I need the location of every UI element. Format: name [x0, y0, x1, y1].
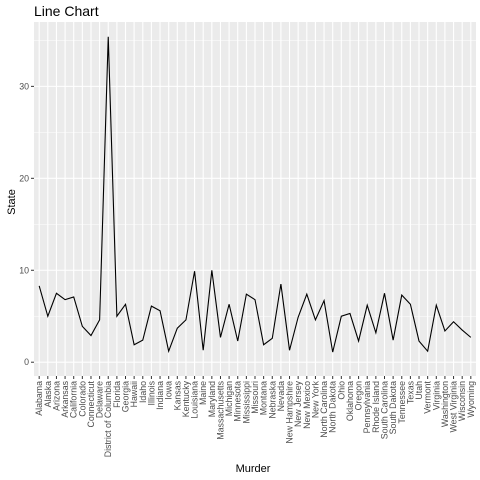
- x-tick-label: Oklahoma: [345, 381, 355, 421]
- x-tick-label: Minnesota: [233, 381, 243, 422]
- x-tick-label: New Mexico: [302, 381, 312, 429]
- x-axis: AlabamaAlaskaArizonaArkansasCaliforniaCo…: [34, 376, 476, 457]
- x-tick-label: Nevada: [276, 381, 286, 411]
- x-tick-label: Kentucky: [181, 380, 191, 417]
- series-lines: [38, 36, 472, 354]
- x-tick-label: Massachusetts: [215, 380, 225, 439]
- x-tick-label: Michigan: [224, 381, 234, 416]
- x-tick-label: Montana: [259, 381, 269, 415]
- x-tick-label: Virginia: [431, 381, 441, 410]
- x-tick-label: Colorado: [77, 381, 87, 417]
- x-tick-label: Alabama: [34, 381, 44, 416]
- x-tick-label: Utah: [414, 381, 424, 400]
- x-tick-label: California: [69, 381, 79, 418]
- x-tick-label: Pennsylvania: [362, 381, 372, 433]
- x-tick-label: Idaho: [138, 381, 148, 403]
- x-tick-label: Washington: [440, 381, 450, 427]
- x-tick-label: South Carolina: [379, 381, 389, 439]
- x-tick-label: Indiana: [155, 381, 165, 410]
- x-tick-label: Wisconsin: [457, 381, 467, 421]
- x-tick-label: Oregon: [354, 381, 364, 410]
- x-tick-label: Tennessee: [397, 381, 407, 424]
- x-tick-label: Nebraska: [267, 381, 277, 419]
- y-axis-title: State: [6, 189, 18, 215]
- chart-title: Line Chart: [34, 3, 99, 19]
- x-tick-label: District of Columbia: [103, 381, 113, 457]
- x-tick-label: Louisiana: [190, 381, 200, 419]
- x-tick-label: Delaware: [95, 381, 105, 418]
- x-tick-label: Maine: [198, 381, 208, 405]
- x-tick-label: Vermont: [423, 380, 433, 413]
- x-tick-label: New Jersey: [293, 380, 303, 427]
- y-tick-label: 0: [24, 357, 29, 367]
- x-tick-label: Georgia: [121, 381, 131, 412]
- x-tick-label: Iowa: [164, 381, 174, 400]
- x-tick-label: Mississippi: [241, 381, 251, 424]
- x-tick-label: Arizona: [51, 381, 61, 411]
- y-tick-label: 20: [19, 173, 29, 183]
- x-tick-label: North Dakota: [328, 381, 338, 433]
- x-tick-label: Maryland: [207, 381, 217, 417]
- x-tick-label: New York: [310, 380, 320, 418]
- x-tick-label: Texas: [405, 380, 415, 404]
- x-tick-label: South Dakota: [388, 381, 398, 434]
- x-tick-label: Missouri: [250, 381, 260, 414]
- series-line: [38, 36, 472, 354]
- x-tick-label: New Hampshire: [285, 381, 295, 444]
- x-tick-label: West Virginia: [449, 381, 459, 433]
- x-tick-label: Alaska: [43, 381, 53, 408]
- x-tick-label: Florida: [112, 381, 122, 408]
- x-tick-label: Ohio: [336, 381, 346, 400]
- x-tick-label: Wyoming: [466, 381, 476, 418]
- y-axis: 0 10 20 30: [19, 81, 34, 367]
- x-tick-label: Kansas: [172, 380, 182, 410]
- x-tick-label: Arkansas: [60, 380, 70, 417]
- y-tick-label: 10: [19, 265, 29, 275]
- x-tick-label: Illinois: [146, 380, 156, 405]
- x-tick-label: North Carolina: [319, 381, 329, 438]
- x-tick-label: Connecticut: [86, 380, 96, 427]
- x-tick-label: Hawaii: [129, 381, 139, 407]
- x-tick-label: Rhode Island: [371, 381, 381, 433]
- y-tick-label: 30: [19, 81, 29, 91]
- x-axis-title: Murder: [236, 463, 271, 475]
